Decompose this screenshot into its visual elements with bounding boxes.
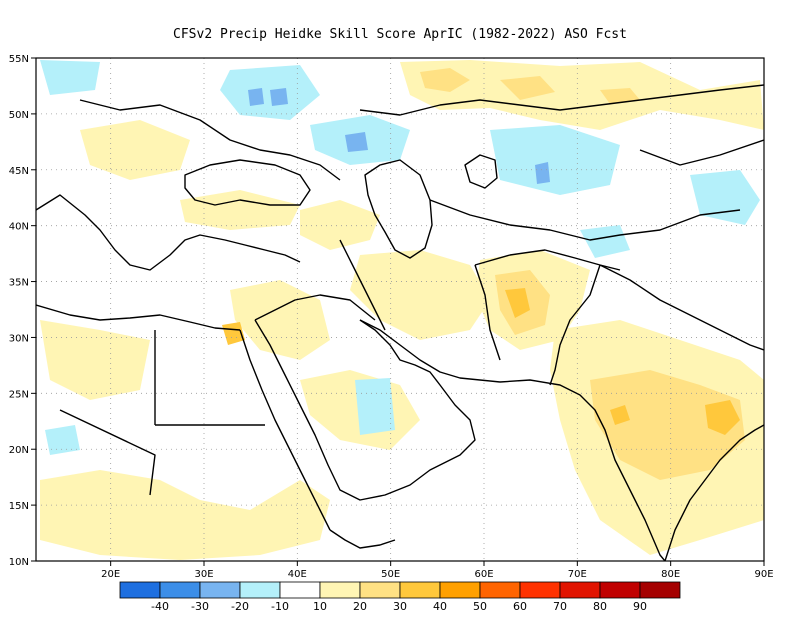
border-afghanistan-north [474,249,621,271]
colorbar-label: 70 [553,600,567,613]
border-russia-kazakh [359,84,764,116]
colorbar: -40 -30 -20 -10 10 20 30 40 50 60 70 80 90 [119,581,681,613]
border-eastern-europe [79,99,341,181]
lon-tick-label: 80E [661,569,680,580]
skill-area-kazakhstan-core [420,68,640,104]
lat-tick-label: 50N [9,110,29,121]
lon-tick-label: 40E [288,569,307,580]
coastline-persian-gulf [359,319,501,383]
lon-tick-label: 70E [568,569,587,580]
skill-area-india-core [590,370,745,480]
skill-fill-layer [40,60,764,560]
lon-tick-label: 60E [474,569,493,580]
lat-tick-label: 55N [9,54,29,65]
skill-area-levant [230,280,330,360]
lon-tick-label: 20E [101,569,120,580]
colorbar-swatch [159,581,201,599]
skill-area-afghanistan-peak [505,288,530,318]
skill-area-yemen-neg [355,378,395,435]
skill-area-balkans [80,120,190,180]
coastline-black-sea [184,159,311,206]
colorbar-swatch [399,581,441,599]
skill-area-kazakhstan [400,60,764,130]
colorbar-label: -10 [271,600,289,613]
colorbar-label: 60 [513,600,527,613]
coastline-bay-of-bengal [664,424,764,561]
colorbar-swatch [319,581,361,599]
border-iran-afghanistan [474,264,501,361]
lon-tick-label: 90E [754,569,773,580]
skill-area-sahel [40,470,330,560]
skill-area-ukraine-neg-core [248,88,288,106]
colorbar-label: -40 [151,600,169,613]
lat-tick-label: 20N [9,445,29,456]
lat-tick-label: 30N [9,333,29,344]
border-libya-chad [59,409,156,496]
skill-area-sahara-west [40,320,150,400]
skill-area-india-peak [610,400,740,435]
skill-area-iran [350,250,490,340]
colorbar-label: 20 [353,600,367,613]
lat-tick-label: 10N [9,557,29,568]
lat-tick-label: 25N [9,389,29,400]
coastlines-and-borders [36,84,764,561]
colorbar-swatch [239,581,281,599]
skill-area-sinai-peak [222,322,245,345]
map-title: CFSv2 Precip Heidke Skill Score AprIC (1… [173,27,627,42]
colorbar-swatch [279,581,321,599]
colorbar-label: 30 [393,600,407,613]
border-kazakh-south [429,199,741,241]
colorbar-swatch [119,581,161,599]
border-saudi-north [254,294,376,321]
colorbar-swatch [439,581,481,599]
lon-tick-label: 50E [381,569,400,580]
skill-area-kazakh-neg-core [535,162,550,184]
border-china-mongolia [639,139,764,166]
colorbar-swatch [359,581,401,599]
coastline-horn [329,529,396,549]
colorbar-swatch [639,581,681,599]
colorbar-swatch [599,581,641,599]
skill-area-caspian-neg-core [345,132,368,152]
lon-tick-label: 30E [194,569,213,580]
coastline-europe [36,194,301,271]
lat-tick-label: 40N [9,222,29,233]
colorbar-swatch [559,581,601,599]
colorbar-swatch [479,581,521,599]
skill-area-caucasus [300,200,380,250]
coastline-aral [464,154,498,189]
map-axes: 20E 30E 40E 50E 60E 70E 80E 90E 10N 15N 20N 25N 30N 3… [9,54,774,580]
border-iran-iraq [339,239,386,331]
border-india-china [599,264,764,351]
colorbar-swatch [519,581,561,599]
coastline-caspian [364,159,433,259]
coastline-north-africa [36,304,241,331]
map-frame [35,57,765,562]
border-pakistan-india [549,264,601,386]
coastline-arabia [254,319,476,501]
skill-area-turkey [180,190,300,230]
colorbar-swatch [199,581,241,599]
colorbar-label: 10 [313,600,327,613]
colorbar-label: -20 [231,600,249,613]
skill-area-east-neg [580,170,760,258]
skill-area-kazakh-neg [490,125,620,195]
colorbar-label: 90 [633,600,647,613]
colorbar-label: 80 [593,600,607,613]
lat-tick-label: 45N [9,166,29,177]
lat-tick-label: 15N [9,501,29,512]
coastline-red-sea-west [239,329,331,531]
colorbar-label: -30 [191,600,209,613]
colorbar-label: 40 [433,600,447,613]
skill-area-ukraine-neg [220,65,320,120]
colorbar-label: 50 [473,600,487,613]
lat-tick-label: 35N [9,278,29,289]
